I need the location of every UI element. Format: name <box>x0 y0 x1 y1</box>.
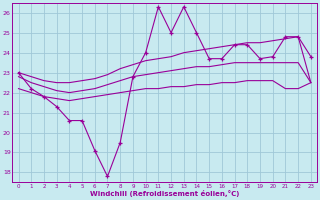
X-axis label: Windchill (Refroidissement éolien,°C): Windchill (Refroidissement éolien,°C) <box>90 190 239 197</box>
